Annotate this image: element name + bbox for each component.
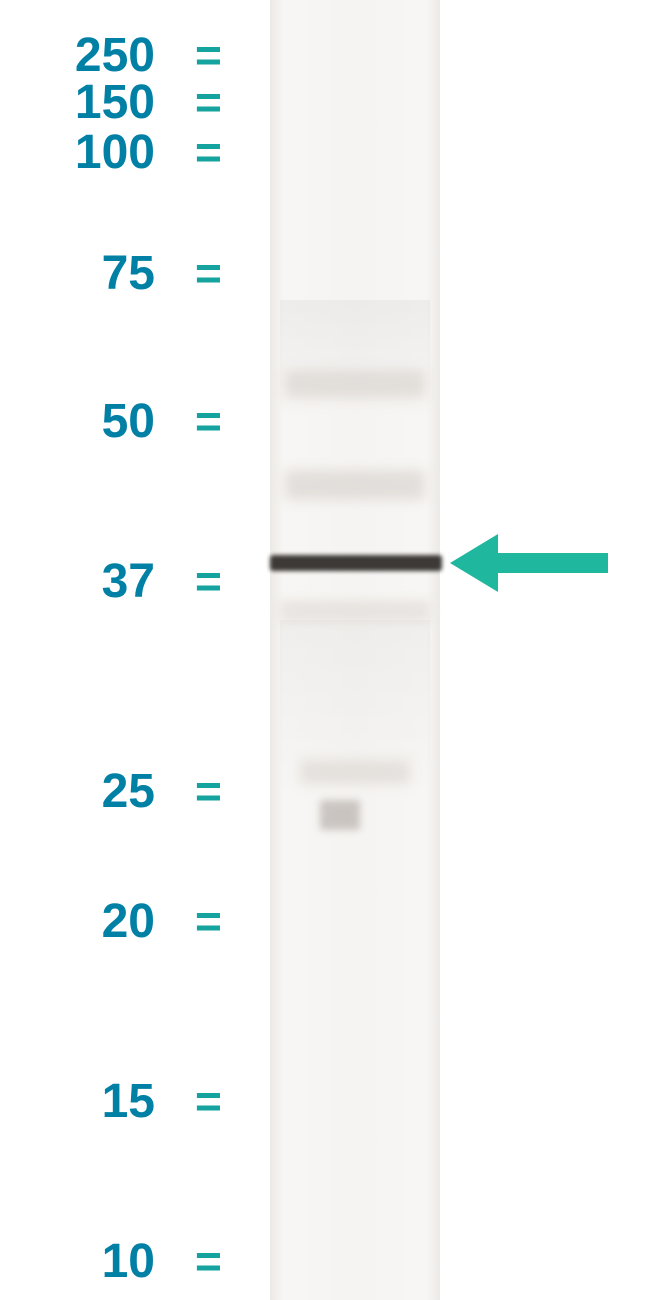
band-faint-25b: [320, 800, 360, 830]
marker-tick-250: =: [195, 28, 222, 82]
marker-tick-20: =: [195, 894, 222, 948]
marker-tick-100: =: [195, 125, 222, 179]
marker-tick-25: =: [195, 764, 222, 818]
marker-tick-15: =: [195, 1074, 222, 1128]
marker-label-25: 25: [102, 764, 155, 819]
band-faint-50: [285, 470, 425, 500]
marker-label-100: 100: [75, 125, 155, 180]
band-faint-below-37: [280, 600, 430, 622]
marker-tick-150: =: [195, 75, 222, 129]
marker-tick-37: =: [195, 554, 222, 608]
marker-label-150: 150: [75, 75, 155, 130]
western-blot-figure: 250 = 150 = 100 = 75 = 50 = 37 = 25 = 20…: [0, 0, 650, 1300]
arrow-head-icon: [450, 534, 498, 592]
marker-label-50: 50: [102, 394, 155, 449]
target-band-arrow: [450, 534, 620, 592]
band-main-37: [270, 555, 442, 571]
marker-label-15: 15: [102, 1074, 155, 1129]
band-faint-75-50: [285, 370, 425, 398]
marker-tick-50: =: [195, 394, 222, 448]
marker-label-10: 10: [102, 1234, 155, 1289]
marker-tick-10: =: [195, 1234, 222, 1288]
marker-tick-75: =: [195, 246, 222, 300]
marker-label-20: 20: [102, 894, 155, 949]
lane-smear-top: [280, 300, 430, 420]
band-faint-25a: [300, 760, 410, 784]
marker-label-75: 75: [102, 246, 155, 301]
arrow-shaft: [498, 553, 608, 573]
marker-label-37: 37: [102, 554, 155, 609]
